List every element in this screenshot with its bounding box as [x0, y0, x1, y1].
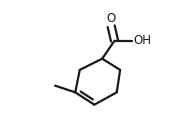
Text: OH: OH	[134, 34, 152, 47]
Text: O: O	[106, 12, 116, 25]
